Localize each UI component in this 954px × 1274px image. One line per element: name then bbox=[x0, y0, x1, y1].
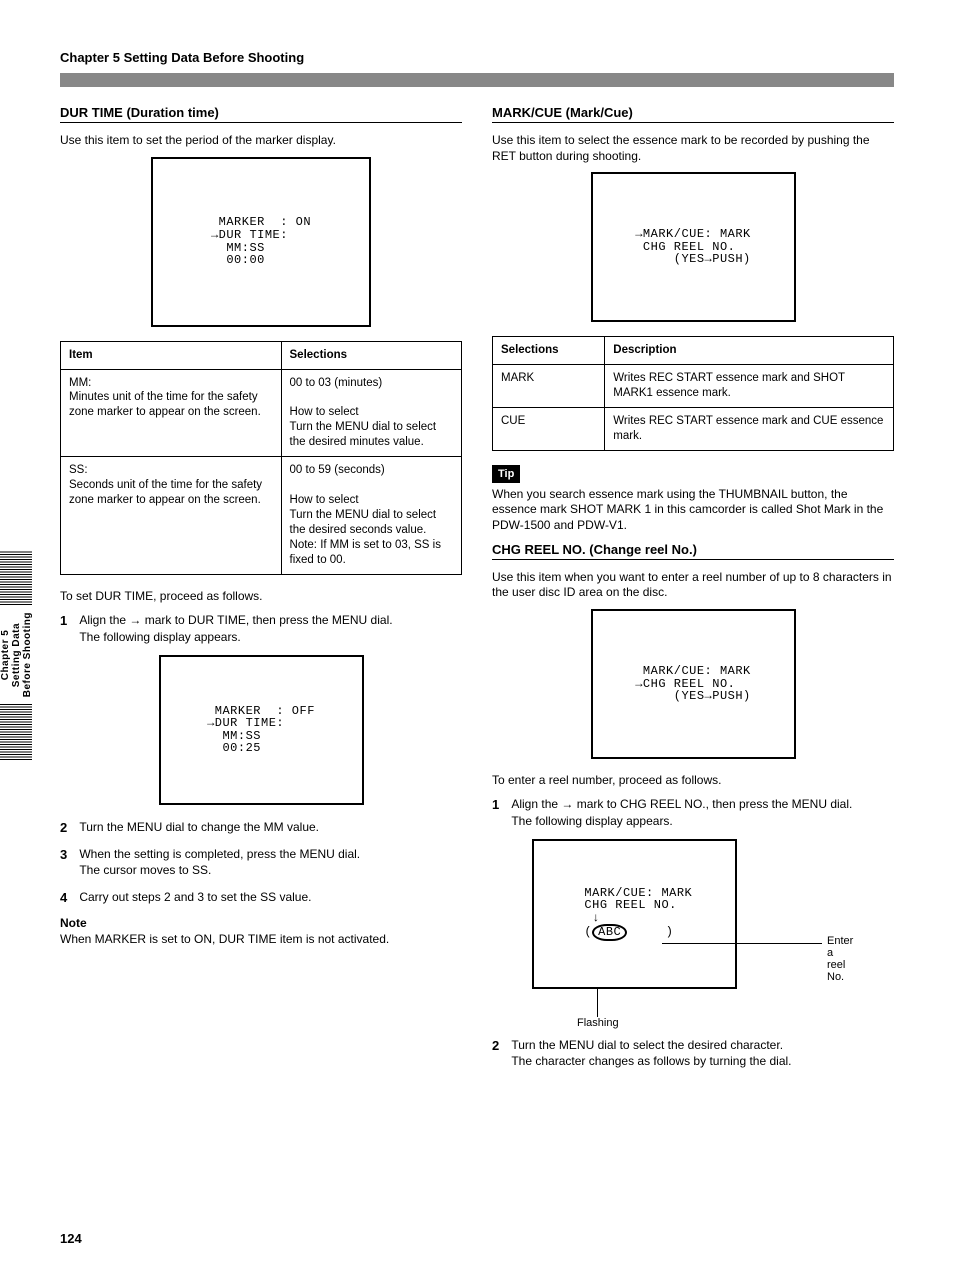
step-text: Turn the MENU dial to change the MM valu… bbox=[79, 819, 461, 835]
screen-content: →MARK/CUE: MARK CHG REEL NO. (YES→PUSH) bbox=[635, 228, 751, 266]
annotation-flashing: Flashing bbox=[577, 1017, 619, 1029]
left-column: DUR TIME (Duration time) Use this item t… bbox=[60, 105, 462, 1079]
screen-content: MARKER : ON →DUR TIME: MM:SS 00:00 bbox=[211, 216, 311, 266]
th-selections: Selections bbox=[493, 337, 605, 365]
tip-label: Tip bbox=[492, 465, 520, 483]
th-selections: Selections bbox=[281, 341, 461, 369]
dur-step-2: 2 Turn the MENU dial to change the MM va… bbox=[60, 819, 462, 837]
chg-step-1: 1 Align the → mark to CHG REEL NO., then… bbox=[492, 796, 894, 828]
side-tab-label: Chapter 5 Setting Data Before Shooting bbox=[0, 606, 34, 703]
step-num: 1 bbox=[60, 612, 76, 630]
chg-reel-intro: Use this item when you want to enter a r… bbox=[492, 570, 894, 601]
annotation-line-2 bbox=[597, 989, 598, 1017]
step-text: Align the → mark to CHG REEL NO., then p… bbox=[511, 797, 852, 811]
screen-content: MARK/CUE: MARK →CHG REEL NO. (YES→PUSH) bbox=[635, 665, 751, 703]
step-sub: The cursor moves to SS. bbox=[79, 863, 211, 877]
td-mark-desc: Writes REC START essence mark and SHOT M… bbox=[605, 365, 894, 408]
step-sub: The following display appears. bbox=[511, 814, 672, 828]
mark-cue-table: Selections Description MARK Writes REC S… bbox=[492, 336, 894, 451]
step-num: 2 bbox=[492, 1037, 508, 1055]
section-title-chg-reel: CHG REEL NO. (Change reel No.) bbox=[492, 542, 894, 560]
td-cue: CUE bbox=[493, 408, 605, 451]
step-num: 1 bbox=[492, 796, 508, 814]
dur-time-table: Item Selections MM: Minutes unit of the … bbox=[60, 341, 462, 575]
note-heading: Note bbox=[60, 916, 462, 930]
step-num: 2 bbox=[60, 819, 76, 837]
circled-abc: ABC bbox=[592, 924, 627, 941]
right-column: MARK/CUE (Mark/Cue) Use this item to sel… bbox=[492, 105, 894, 1079]
section-title-dur-time: DUR TIME (Duration time) bbox=[60, 105, 462, 123]
note-body: When MARKER is set to ON, DUR TIME item … bbox=[60, 932, 462, 948]
side-tab: Chapter 5 Setting Data Before Shooting bbox=[0, 550, 32, 760]
step-sub: The character changes as follows by turn… bbox=[511, 1054, 791, 1068]
screen-content: MARKER : OFF →DUR TIME: MM:SS 00:25 bbox=[207, 705, 315, 755]
step-text: Align the → mark to DUR TIME, then press… bbox=[79, 613, 392, 627]
screen-dur-time-off: MARKER : OFF →DUR TIME: MM:SS 00:25 bbox=[159, 655, 364, 805]
screen-content: MARK/CUE: MARK CHG REEL NO. ↓ (ABC ) bbox=[577, 887, 693, 941]
dur-steps-intro: To set DUR TIME, proceed as follows. bbox=[60, 589, 462, 605]
page-number: 124 bbox=[60, 1231, 82, 1246]
dur-time-intro: Use this item to set the period of the m… bbox=[60, 133, 462, 149]
screen-dur-time-on: MARKER : ON →DUR TIME: MM:SS 00:00 bbox=[151, 157, 371, 327]
chapter-title: Chapter 5 Setting Data Before Shooting bbox=[60, 50, 894, 65]
step-text: When the setting is completed, press the… bbox=[79, 847, 360, 861]
td-ss-sel: 00 to 59 (seconds) How to select Turn th… bbox=[281, 457, 461, 575]
annotation-line-1 bbox=[662, 943, 822, 944]
step-text: Carry out steps 2 and 3 to set the SS va… bbox=[79, 889, 461, 905]
td-mark: MARK bbox=[493, 365, 605, 408]
dur-step-3: 3 When the setting is completed, press t… bbox=[60, 846, 462, 878]
section-title-mark-cue: MARK/CUE (Mark/Cue) bbox=[492, 105, 894, 123]
td-mm-item: MM: Minutes unit of the time for the saf… bbox=[61, 369, 282, 457]
chg-steps-intro: To enter a reel number, proceed as follo… bbox=[492, 773, 894, 789]
dur-step-1: 1 Align the → mark to DUR TIME, then pre… bbox=[60, 612, 462, 644]
th-item: Item bbox=[61, 341, 282, 369]
mark-cue-intro: Use this item to select the essence mark… bbox=[492, 133, 894, 164]
td-mm-sel: 00 to 03 (minutes) How to select Turn th… bbox=[281, 369, 461, 457]
step-num: 3 bbox=[60, 846, 76, 864]
td-ss-item: SS: Seconds unit of the time for the saf… bbox=[61, 457, 282, 575]
chg-step-2: 2 Turn the MENU dial to select the desir… bbox=[492, 1037, 894, 1069]
tip-text: When you search essence mark using the T… bbox=[492, 487, 894, 534]
screen-chg-reel-2: MARK/CUE: MARK CHG REEL NO. ↓ (ABC ) bbox=[532, 839, 737, 989]
dur-step-4: 4 Carry out steps 2 and 3 to set the SS … bbox=[60, 889, 462, 907]
step-sub: The following display appears. bbox=[79, 630, 240, 644]
th-description: Description bbox=[605, 337, 894, 365]
annotation-enter-reel: Enter a reel No. bbox=[827, 935, 853, 983]
step-num: 4 bbox=[60, 889, 76, 907]
header-bar bbox=[60, 73, 894, 87]
step-text: Turn the MENU dial to select the desired… bbox=[511, 1038, 783, 1052]
td-cue-desc: Writes REC START essence mark and CUE es… bbox=[605, 408, 894, 451]
screen-mark-cue-1: →MARK/CUE: MARK CHG REEL NO. (YES→PUSH) bbox=[591, 172, 796, 322]
screen-chg-reel-1: MARK/CUE: MARK →CHG REEL NO. (YES→PUSH) bbox=[591, 609, 796, 759]
